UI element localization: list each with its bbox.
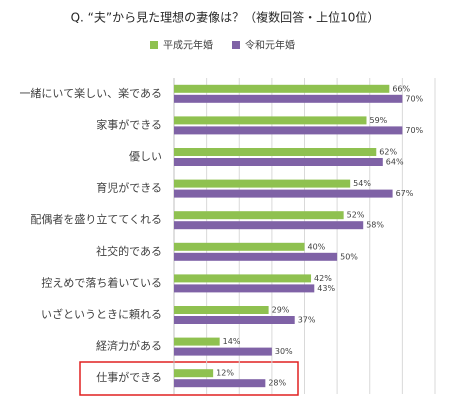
y-tick-label: 一緒にいて楽しい、楽である [19,86,162,100]
bar [174,116,367,125]
value-label: 70% [405,94,423,103]
y-tick-label: 優しい [129,150,162,163]
bar [174,306,269,314]
bar [174,179,351,188]
value-label: 59% [369,116,387,125]
value-label: 12% [216,369,234,378]
bar [174,221,364,230]
y-tick-label: 経済力がある [96,339,162,353]
bar [174,337,220,346]
y-tick-label: 配偶者を盛り立ててくれる [30,212,162,226]
value-label: 70% [405,126,423,135]
y-tick-label: いざというときに頼れる [41,307,162,321]
value-label: 37% [298,316,316,325]
highlight-box [79,361,299,396]
bar [174,347,272,356]
value-label: 14% [223,337,241,346]
value-label: 62% [379,148,397,157]
y-tick-label: 社交的である [96,244,162,258]
value-label: 43% [317,284,335,293]
value-label: 28% [268,379,286,388]
value-label: 52% [347,211,365,220]
bar [174,252,338,261]
bar [174,369,214,378]
bar [174,84,390,93]
value-label: 66% [392,84,410,93]
bar [174,379,266,388]
value-label: 64% [386,158,404,167]
value-label: 54% [353,179,371,188]
y-tick-label: 家事ができる [96,117,162,131]
bar [174,274,312,283]
bar [174,148,377,156]
bar [174,211,344,220]
value-label: 67% [396,189,414,198]
legend-swatch [150,41,158,49]
value-label: 58% [366,221,384,230]
value-label: 50% [340,252,358,261]
y-tick-label: 育児ができる [96,181,162,195]
bar [174,284,315,293]
legend-label: 平成元年婚 [163,39,213,52]
value-label: 42% [314,274,332,283]
bar [174,126,403,135]
value-label: 40% [308,242,326,251]
legend-label: 令和元年婚 [245,39,295,52]
bar [174,242,305,251]
y-tick-label: 控えめで落ち着いている [41,275,162,289]
value-label: 30% [275,347,293,356]
bar [174,158,383,166]
value-label: 29% [272,306,290,315]
bar [174,94,403,103]
bar [174,189,393,198]
chart-title: Q. “夫”から見た理想の妻像は？（複数回答・上位10位） [71,10,380,25]
legend-swatch [232,41,240,49]
bar [174,316,295,324]
y-tick-label: 仕事ができる [96,370,162,384]
